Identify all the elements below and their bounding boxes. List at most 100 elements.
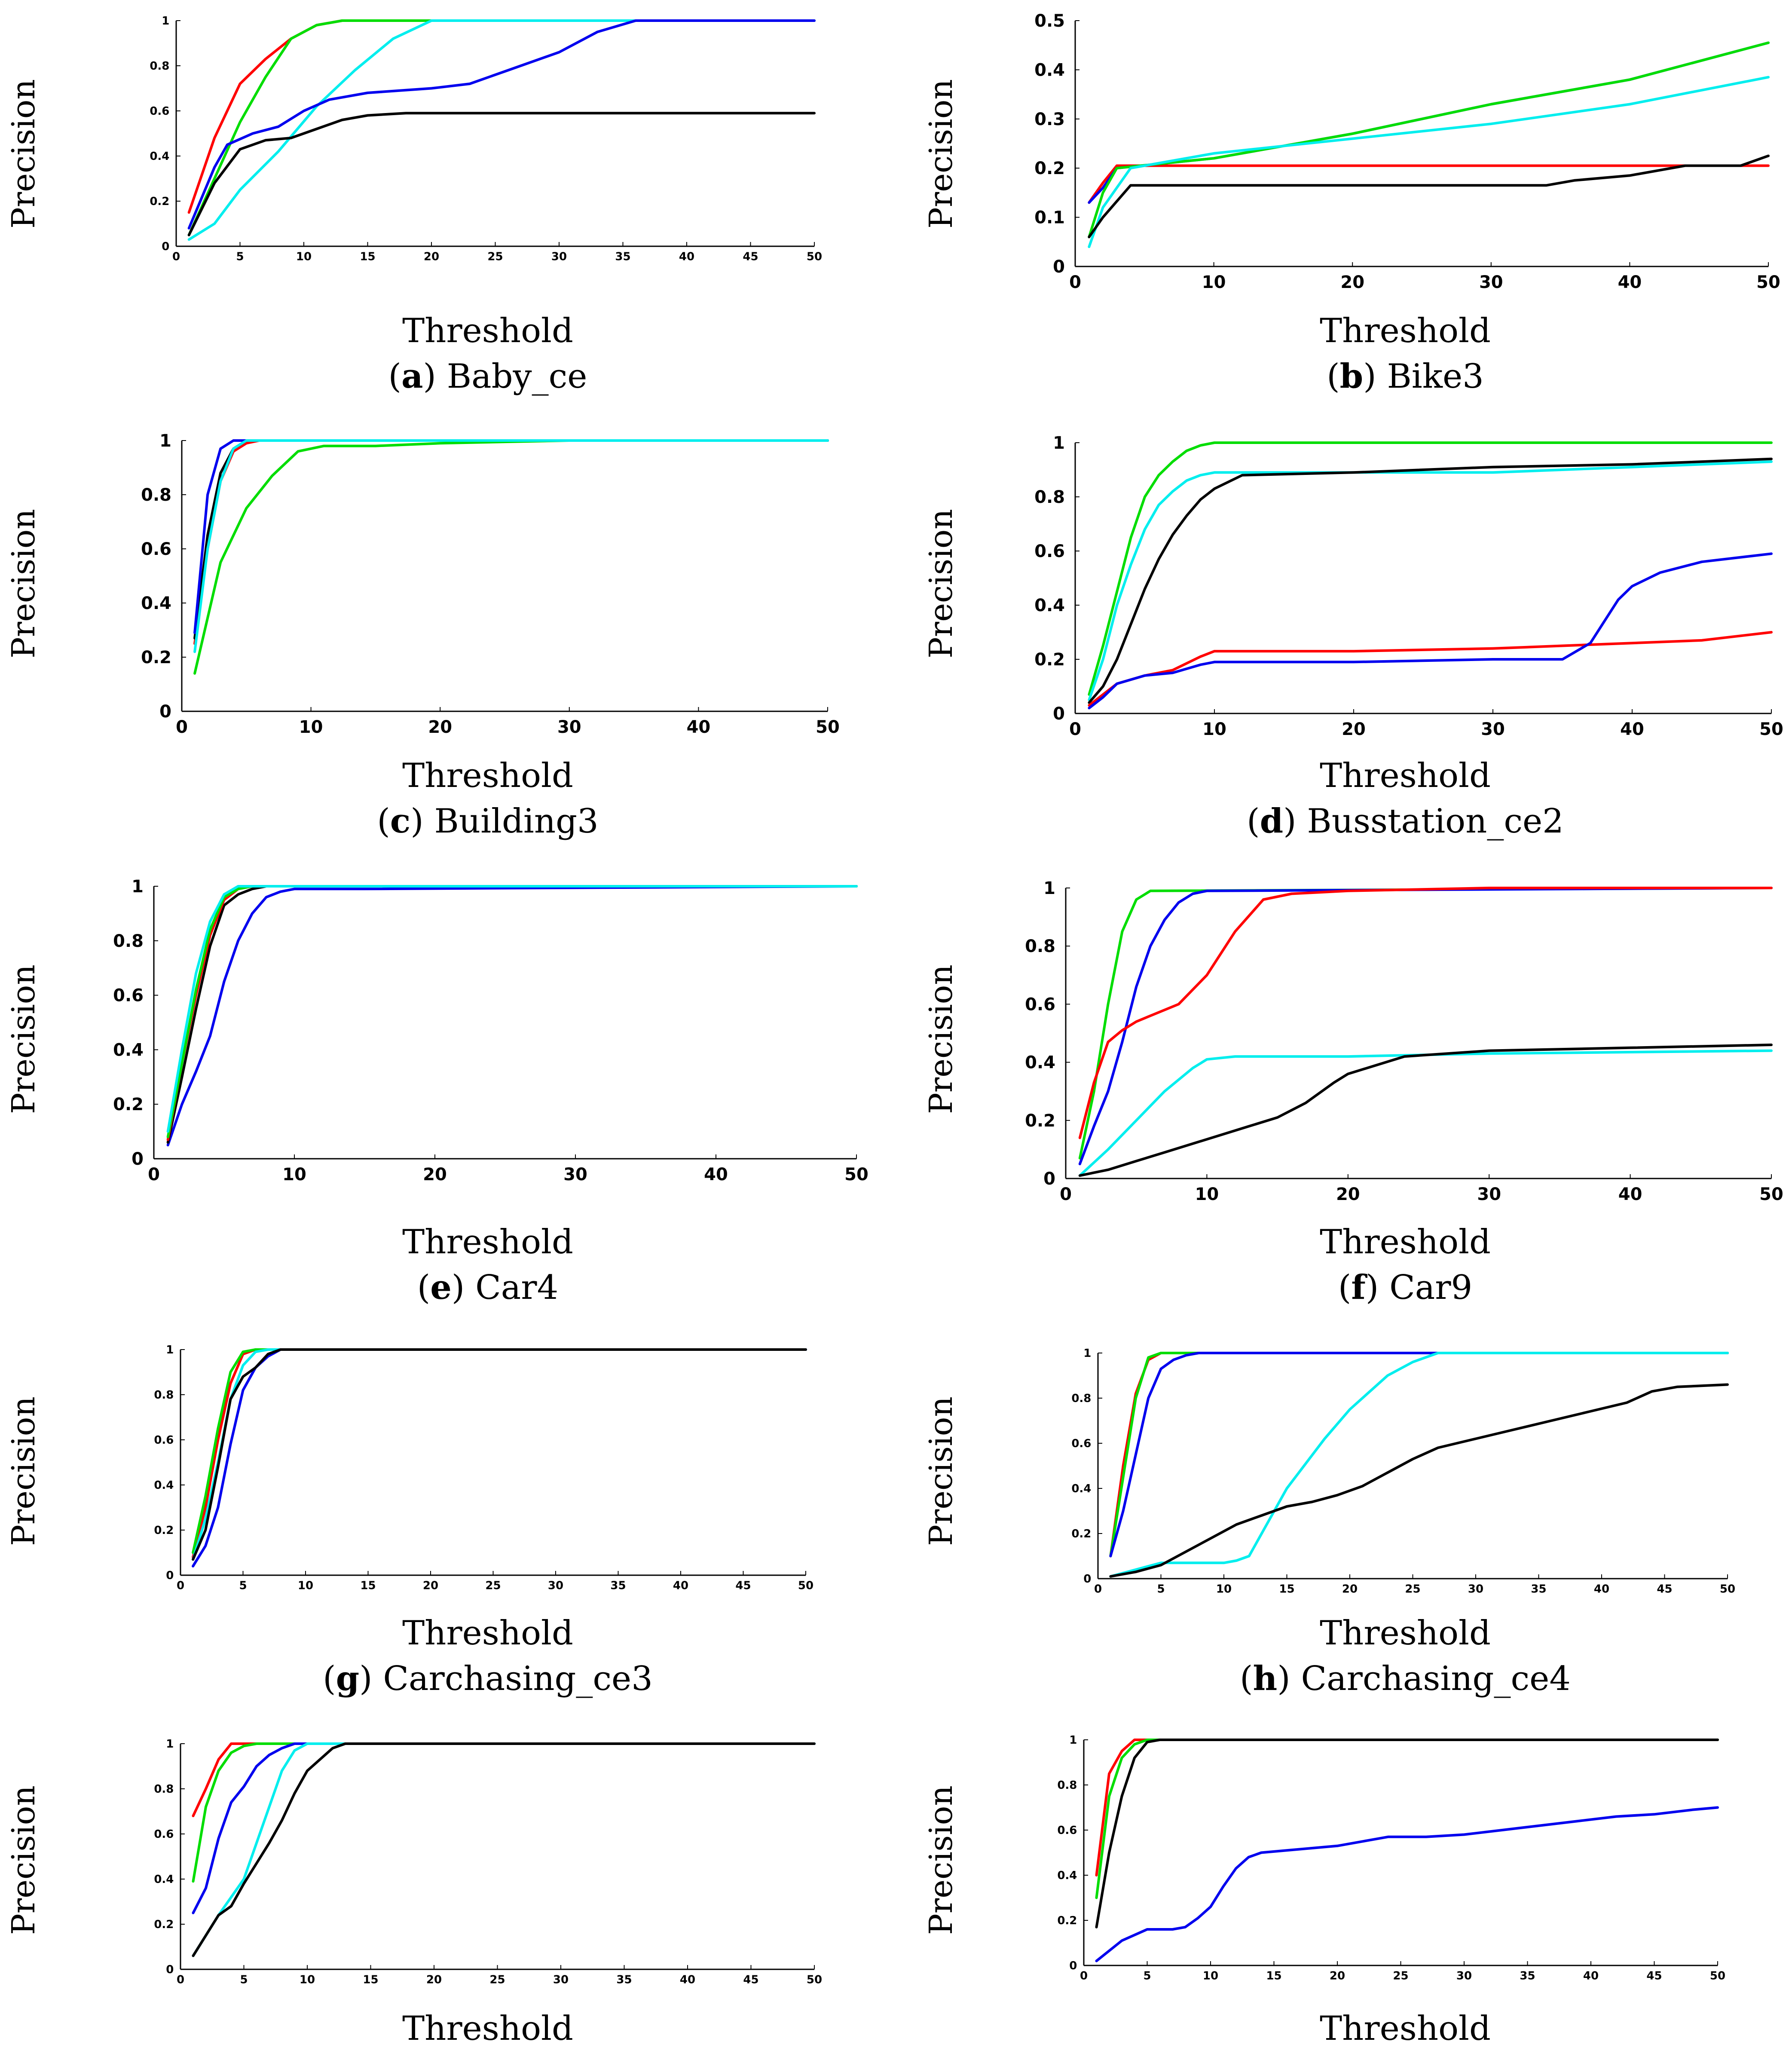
caption-paren: ) (1363, 357, 1387, 396)
series-line-blue (192, 1348, 807, 1567)
x-tick-label: 30 (557, 717, 581, 737)
y-tick-label: 0.4 (150, 150, 169, 163)
y-axis-label: Precision (923, 1785, 960, 1935)
caption-letter: d (1260, 802, 1284, 841)
y-tick-label: 0.4 (141, 594, 171, 613)
series-line-cyan (166, 885, 858, 1133)
y-tick-label: 0.2 (1034, 159, 1065, 178)
series-line-blue (1088, 552, 1773, 710)
series-line-cyan (1078, 1049, 1773, 1177)
caption-name: Car4 (475, 1268, 559, 1307)
x-tick-label: 15 (1266, 1970, 1281, 1983)
caption-letter: e (430, 1268, 452, 1307)
x-tick-label: 50 (1759, 1185, 1783, 1204)
x-tick-label: 15 (363, 1974, 378, 1987)
caption-paren: ) (1277, 1659, 1301, 1698)
x-tick-label: 20 (426, 1974, 442, 1987)
y-tick-label: 0.1 (1034, 208, 1065, 228)
y-tick-label: 1 (166, 1344, 174, 1356)
panel-caption: (e) Car4 (294, 1268, 681, 1307)
x-tick-label: 45 (743, 251, 758, 263)
y-tick-label: 0.6 (1034, 542, 1065, 561)
caption-paren: ( (1240, 1659, 1253, 1698)
x-tick-label: 50 (844, 1165, 868, 1185)
caption-paren: ) (359, 1659, 383, 1698)
x-tick-label: 5 (1143, 1970, 1151, 1983)
series-line-black (192, 1348, 807, 1561)
x-tick-label: 15 (360, 251, 375, 263)
x-tick-label: 40 (704, 1165, 728, 1185)
x-axis-label: Threshold (1320, 1223, 1491, 1261)
series-line-blue (1109, 1352, 1729, 1558)
x-tick-label: 0 (148, 1165, 160, 1185)
x-tick-label: 10 (282, 1165, 306, 1185)
y-tick-label: 0.4 (1025, 1053, 1055, 1073)
series-line-cyan (1088, 76, 1770, 248)
x-axis-label: Threshold (402, 756, 573, 795)
panel-caption: (f) Car9 (1212, 1268, 1599, 1307)
series-line-blue (1078, 887, 1773, 1166)
series-line-cyan (1088, 460, 1773, 701)
y-tick-label: 0.6 (150, 105, 169, 118)
panel-caption: (h) Carchasing_ce4 (1212, 1659, 1599, 1698)
panel-caption: (c) Building3 (294, 802, 681, 841)
x-tick-label: 40 (680, 1974, 695, 1987)
axes (180, 1744, 814, 1970)
y-tick-label: 0 (166, 1963, 174, 1976)
y-tick-label: 0.6 (154, 1434, 174, 1447)
x-tick-label: 40 (1618, 272, 1642, 292)
x-tick-label: 50 (807, 251, 822, 263)
series-line-green (1109, 1352, 1729, 1558)
x-tick-label: 50 (807, 1974, 822, 1987)
x-tick-label: 0 (1094, 1583, 1102, 1596)
x-tick-label: 50 (1710, 1970, 1725, 1983)
y-tick-label: 0.2 (1071, 1527, 1091, 1540)
x-tick-label: 45 (743, 1974, 758, 1987)
x-tick-label: 40 (1583, 1970, 1599, 1983)
y-tick-label: 0.4 (1034, 60, 1065, 80)
series-line-green (1078, 887, 1773, 1160)
caption-letter: g (336, 1659, 360, 1698)
x-tick-label: 10 (1195, 1185, 1219, 1204)
y-tick-label: 0 (1083, 1573, 1091, 1586)
x-tick-label: 40 (1618, 1185, 1642, 1204)
x-tick-label: 0 (1080, 1970, 1088, 1983)
y-tick-label: 0.2 (1057, 1914, 1077, 1927)
caption-paren: ( (1327, 357, 1340, 396)
x-tick-label: 35 (615, 251, 630, 263)
y-tick-label: 0.4 (1057, 1869, 1077, 1882)
x-tick-label: 10 (1202, 719, 1226, 739)
caption-paren: ) (451, 1268, 476, 1307)
y-axis-label: Precision (5, 964, 42, 1114)
y-tick-label: 0.8 (141, 485, 171, 505)
x-tick-label: 10 (1216, 1583, 1232, 1596)
series-line-blue (1095, 1806, 1719, 1962)
y-tick-label: 0 (166, 1569, 174, 1582)
y-axis-label: Precision (923, 1396, 960, 1546)
x-tick-label: 40 (673, 1580, 688, 1592)
caption-paren: ( (388, 357, 401, 396)
x-axis-label: Threshold (1320, 312, 1491, 350)
series-line-red (1088, 631, 1773, 707)
y-axis-label: Precision (5, 509, 42, 658)
axes (181, 441, 828, 712)
y-tick-label: 0.4 (1071, 1482, 1091, 1495)
series-line-green (187, 19, 816, 236)
x-tick-label: 20 (1342, 719, 1366, 739)
caption-letter: f (1351, 1268, 1366, 1307)
y-tick-label: 0.4 (154, 1479, 174, 1492)
caption-name: Car9 (1389, 1268, 1473, 1307)
y-tick-label: 1 (1083, 1347, 1091, 1360)
caption-name: Bike3 (1387, 357, 1484, 396)
caption-paren: ( (323, 1659, 336, 1698)
series-line-green (193, 439, 829, 675)
series-line-black (1088, 154, 1770, 239)
x-tick-label: 5 (1157, 1583, 1165, 1596)
x-tick-label: 25 (1393, 1970, 1408, 1983)
x-tick-label: 10 (1202, 272, 1226, 292)
